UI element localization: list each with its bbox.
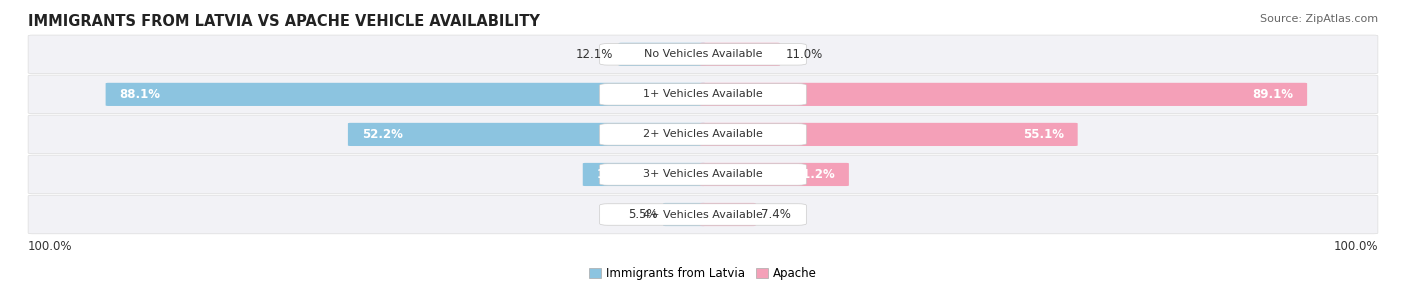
FancyBboxPatch shape xyxy=(700,43,780,66)
FancyBboxPatch shape xyxy=(28,75,1378,114)
Text: 100.0%: 100.0% xyxy=(1333,240,1378,253)
Text: Source: ZipAtlas.com: Source: ZipAtlas.com xyxy=(1260,14,1378,24)
Text: 5.5%: 5.5% xyxy=(628,208,658,221)
FancyBboxPatch shape xyxy=(582,163,706,186)
FancyBboxPatch shape xyxy=(619,43,706,66)
FancyBboxPatch shape xyxy=(28,195,1378,234)
Text: No Vehicles Available: No Vehicles Available xyxy=(644,49,762,59)
FancyBboxPatch shape xyxy=(700,203,756,226)
FancyBboxPatch shape xyxy=(28,155,1378,194)
Text: 52.2%: 52.2% xyxy=(361,128,404,141)
Text: 21.2%: 21.2% xyxy=(794,168,835,181)
FancyBboxPatch shape xyxy=(28,115,1378,154)
FancyBboxPatch shape xyxy=(664,203,706,226)
FancyBboxPatch shape xyxy=(347,123,706,146)
FancyBboxPatch shape xyxy=(599,204,807,225)
FancyBboxPatch shape xyxy=(599,124,807,145)
Text: IMMIGRANTS FROM LATVIA VS APACHE VEHICLE AVAILABILITY: IMMIGRANTS FROM LATVIA VS APACHE VEHICLE… xyxy=(28,14,540,29)
Text: 2+ Vehicles Available: 2+ Vehicles Available xyxy=(643,130,763,139)
Text: 17.4%: 17.4% xyxy=(596,168,638,181)
FancyBboxPatch shape xyxy=(599,164,807,185)
FancyBboxPatch shape xyxy=(28,35,1378,74)
Text: 4+ Vehicles Available: 4+ Vehicles Available xyxy=(643,210,763,219)
FancyBboxPatch shape xyxy=(599,84,807,105)
Legend: Immigrants from Latvia, Apache: Immigrants from Latvia, Apache xyxy=(589,267,817,280)
Text: 1+ Vehicles Available: 1+ Vehicles Available xyxy=(643,90,763,99)
Text: 88.1%: 88.1% xyxy=(120,88,160,101)
Text: 3+ Vehicles Available: 3+ Vehicles Available xyxy=(643,170,763,179)
Text: 11.0%: 11.0% xyxy=(786,48,823,61)
Text: 12.1%: 12.1% xyxy=(575,48,613,61)
Text: 55.1%: 55.1% xyxy=(1022,128,1063,141)
FancyBboxPatch shape xyxy=(700,163,849,186)
FancyBboxPatch shape xyxy=(700,83,1308,106)
Text: 89.1%: 89.1% xyxy=(1253,88,1294,101)
Text: 100.0%: 100.0% xyxy=(28,240,73,253)
FancyBboxPatch shape xyxy=(599,43,807,65)
FancyBboxPatch shape xyxy=(105,83,706,106)
Text: 7.4%: 7.4% xyxy=(762,208,792,221)
FancyBboxPatch shape xyxy=(700,123,1077,146)
